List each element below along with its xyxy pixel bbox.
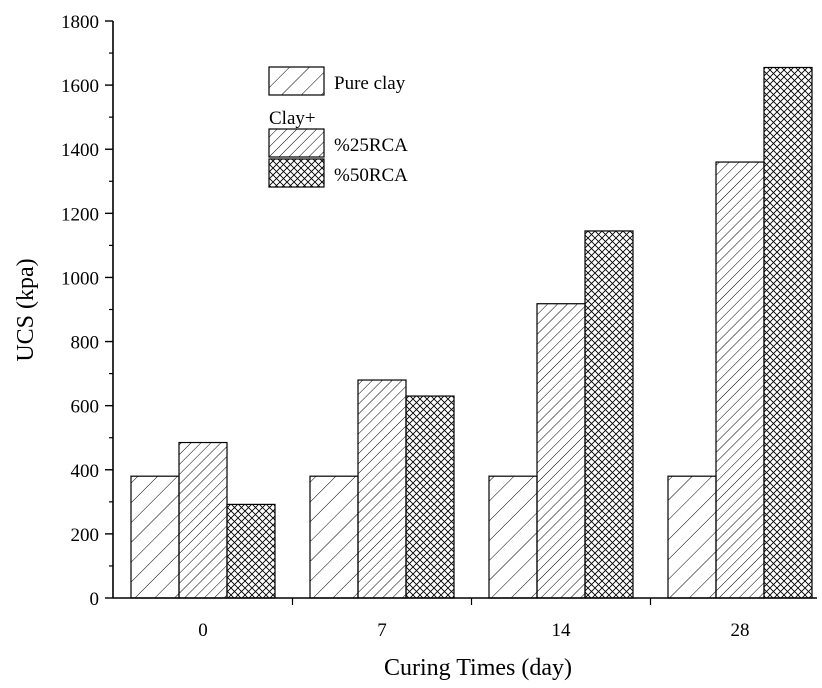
y-tick-label: 600: [71, 397, 100, 418]
bar-25rca-0: [178, 441, 228, 599]
plot-area: 0 200 400 600 800 1000 1200 1400 1600 1800 0 7 14 28: [61, 12, 817, 641]
bar-50rca-7: [405, 395, 455, 599]
y-axis-title: UCS (kpa): [13, 258, 39, 361]
bar-pure-clay-14: [488, 475, 538, 599]
y-tick-label: 1800: [61, 12, 99, 33]
bar-50rca-28: [763, 66, 813, 599]
x-tick-label: 28: [731, 620, 750, 641]
bar-25rca-14: [536, 303, 586, 599]
y-tick-label: 0: [90, 589, 100, 610]
legend-label-pure-clay: Pure clay: [334, 73, 406, 94]
bar-25rca-7: [357, 379, 407, 599]
x-axis-title: Curing Times (day): [384, 655, 572, 681]
y-tick-label: 1400: [61, 140, 99, 161]
y-tick-label: 800: [71, 333, 100, 354]
y-tick-label: 1200: [61, 204, 99, 225]
y-ticks: 0 200 400 600 800 1000 1200 1400 1600 1800: [61, 12, 113, 610]
bar-50rca-14: [584, 230, 634, 599]
bar-pure-clay-28: [667, 475, 717, 599]
y-tick-label: 1600: [61, 76, 99, 97]
legend-swatch-pure-clay: [268, 66, 325, 96]
legend-group-label: Clay+: [269, 108, 316, 129]
x-tick-label: 7: [377, 620, 387, 641]
y-tick-label: 1000: [61, 268, 99, 289]
bar-pure-clay-0: [130, 475, 180, 599]
y-tick-label: 200: [71, 525, 100, 546]
y-tick-label: 400: [71, 461, 100, 482]
legend-swatch-25rca: [268, 128, 325, 158]
bars: [130, 66, 813, 599]
legend-label-25rca: %25RCA: [334, 135, 408, 156]
x-ticks: 0 7 14 28: [198, 598, 750, 641]
bar-50rca-0: [226, 503, 276, 599]
bar-pure-clay-7: [309, 475, 359, 599]
bar-25rca-28: [715, 161, 765, 599]
legend: Pure clay Clay+ %25RCA %50RCA: [268, 66, 408, 188]
x-tick-label: 0: [198, 620, 208, 641]
legend-label-50rca: %50RCA: [334, 165, 408, 186]
legend-swatch-50rca: [268, 158, 325, 188]
x-tick-label: 14: [552, 620, 572, 641]
